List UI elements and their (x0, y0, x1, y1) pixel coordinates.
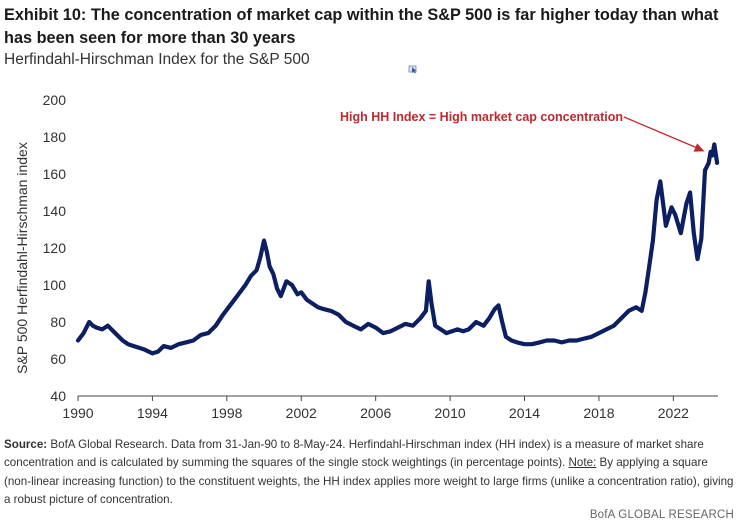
x-axis: 1990 1994 1998 2002 2006 2010 2014 2018 2022 (62, 396, 689, 421)
chart-subtitle: Herfindahl-Hirschman Index for the S&P 5… (4, 51, 310, 68)
note-text: By applying a square (non-linear increas… (4, 456, 734, 506)
note-label: Note: (568, 456, 597, 470)
hh-index-series-line (75, 142, 720, 356)
source-note: Source: BofA Global Research. Data from … (4, 436, 734, 509)
y-tick-label: 180 (43, 129, 67, 145)
annotation-label: High HH Index = High market cap concentr… (340, 110, 623, 124)
source-label: Source: (4, 438, 48, 451)
y-tick-label: 200 (43, 92, 67, 108)
y-tick-label: 80 (50, 314, 66, 330)
x-tick-label: 2018 (583, 405, 614, 421)
x-tick-label: 2006 (360, 405, 391, 421)
y-tick-label: 140 (43, 203, 67, 219)
annotation-arrow (623, 116, 701, 150)
y-tick-label: 160 (43, 166, 67, 182)
x-tick-label: 1998 (211, 405, 242, 421)
hh-index-chart: 40 60 80 100 120 140 160 180 200 1990 1994 1998 200… (14, 92, 720, 421)
y-axis-label: S&P 500 Herfindahl-Hirschman index (14, 142, 30, 374)
y-tick-label: 100 (43, 277, 67, 293)
x-tick-label: 2022 (658, 405, 689, 421)
x-tick-label: 2010 (435, 405, 466, 421)
annotation-arrowhead (693, 143, 705, 152)
brand-footer: BofA GLOBAL RESEARCH (589, 509, 734, 521)
cursor-icon (408, 65, 417, 74)
source-text: BofA Global Research. Data from 31-Jan-9… (4, 438, 704, 470)
y-axis: 40 60 80 100 120 140 160 180 200 (43, 92, 67, 404)
x-tick-label: 2014 (509, 405, 540, 421)
x-tick-label: 1990 (62, 405, 93, 421)
y-tick-label: 60 (50, 351, 66, 367)
y-tick-label: 120 (43, 240, 67, 256)
x-tick-label: 2002 (286, 405, 317, 421)
x-tick-label: 1994 (137, 405, 168, 421)
y-tick-label: 40 (50, 388, 66, 404)
exhibit-title: Exhibit 10: The concentration of market … (4, 6, 719, 47)
